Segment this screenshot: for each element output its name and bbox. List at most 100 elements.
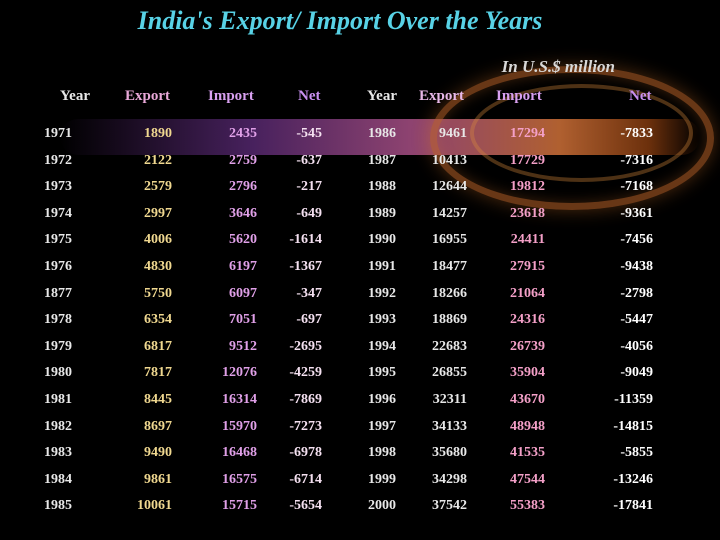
cell-import2: 47544 [510, 472, 545, 487]
cell-export: 9861 [144, 472, 172, 487]
cell-export2: 22683 [432, 339, 467, 354]
cell-net2: -9438 [620, 259, 653, 274]
cell-net: -347 [296, 286, 322, 301]
cell-export: 6817 [144, 339, 172, 354]
cell-year2: 1988 [368, 179, 396, 194]
cell-year: 1984 [44, 472, 72, 487]
cell-export: 9490 [144, 445, 172, 460]
cell-net: -1367 [289, 259, 322, 274]
cell-year2: 1989 [368, 206, 396, 221]
cell-import2: 17729 [510, 153, 545, 168]
cell-export2: 35680 [432, 445, 467, 460]
cell-export: 8697 [144, 419, 172, 434]
cell-import: 16314 [222, 392, 257, 407]
cell-year2: 1986 [368, 126, 396, 141]
cell-import: 15970 [222, 419, 257, 434]
cell-export: 4830 [144, 259, 172, 274]
cell-net: -5654 [289, 498, 322, 513]
cell-import2: 48948 [510, 419, 545, 434]
cell-import2: 21064 [510, 286, 545, 301]
cell-import: 12076 [222, 365, 257, 380]
cell-export2: 34133 [432, 419, 467, 434]
cell-year: 1983 [44, 445, 72, 460]
cell-import2: 43670 [510, 392, 545, 407]
cell-year2: 1996 [368, 392, 396, 407]
cell-net2: -5447 [620, 312, 653, 327]
cell-import2: 24411 [510, 232, 545, 247]
cell-net: -697 [296, 312, 322, 327]
cell-net2: -7456 [620, 232, 653, 247]
cell-net: -7273 [289, 419, 322, 434]
cell-export: 1890 [144, 126, 172, 141]
cell-export: 8445 [144, 392, 172, 407]
cell-year: 1972 [44, 153, 72, 168]
cell-import: 9512 [229, 339, 257, 354]
cell-import: 2435 [229, 126, 257, 141]
cell-net2: -17841 [613, 498, 653, 513]
cell-import: 15715 [222, 498, 257, 513]
cell-year: 1975 [44, 232, 72, 247]
cell-year: 1976 [44, 259, 72, 274]
cell-net: -545 [296, 126, 322, 141]
cell-export2: 12644 [432, 179, 467, 194]
cell-net: -7869 [289, 392, 322, 407]
cell-import: 3646 [229, 206, 257, 221]
cell-year: 1980 [44, 365, 72, 380]
cell-net: -6978 [289, 445, 322, 460]
highlight-ring [430, 66, 714, 210]
unit-note: In U.S.$ million [501, 57, 615, 76]
cell-export2: 37542 [432, 498, 467, 513]
cell-export2: 18266 [432, 286, 467, 301]
cell-import2: 23618 [510, 206, 545, 221]
cell-year2: 1999 [368, 472, 396, 487]
cell-year2: 1997 [368, 419, 396, 434]
cell-export2: 10413 [432, 153, 467, 168]
cell-export: 4006 [144, 232, 172, 247]
cell-year2: 1990 [368, 232, 396, 247]
cell-import: 2759 [229, 153, 257, 168]
cell-import: 5620 [229, 232, 257, 247]
cell-export2: 9461 [439, 126, 467, 141]
cell-import2: 55383 [510, 498, 545, 513]
cell-import2: 27915 [510, 259, 545, 274]
cell-net: -4259 [289, 365, 322, 380]
cell-import2: 19812 [510, 179, 545, 194]
cell-import: 16575 [222, 472, 257, 487]
header-export: Export [125, 88, 170, 104]
cell-export: 10061 [137, 498, 172, 513]
header-net: Net [298, 88, 321, 104]
cell-export2: 26855 [432, 365, 467, 380]
cell-net: -1614 [289, 232, 322, 247]
header-year2: Year [367, 88, 397, 104]
cell-year: 1979 [44, 339, 72, 354]
cell-export: 5750 [144, 286, 172, 301]
cell-export2: 18869 [432, 312, 467, 327]
cell-net: -217 [296, 179, 322, 194]
cell-net2: -9361 [620, 206, 653, 221]
cell-export: 6354 [144, 312, 172, 327]
cell-import: 6097 [229, 286, 257, 301]
cell-net2: -7168 [620, 179, 653, 194]
cell-net2: -4056 [620, 339, 653, 354]
cell-net2: -7833 [620, 126, 653, 141]
highlight-ring-inner [470, 84, 693, 182]
cell-import2: 35904 [510, 365, 545, 380]
cell-export2: 34298 [432, 472, 467, 487]
cell-net: -649 [296, 206, 322, 221]
cell-net2: -13246 [613, 472, 653, 487]
page-title: India's Export/ Import Over the Years [137, 6, 543, 35]
header-net2: Net [629, 88, 652, 104]
cell-net2: -11359 [614, 392, 653, 407]
cell-year: 1982 [44, 419, 72, 434]
cell-year2: 2000 [368, 498, 396, 513]
cell-net: -637 [296, 153, 322, 168]
cell-year: 1985 [44, 498, 72, 513]
header-import: Import [208, 88, 254, 104]
cell-net2: -9049 [620, 365, 653, 380]
cell-net: -6714 [289, 472, 322, 487]
cell-export: 2579 [144, 179, 172, 194]
cell-year: 1877 [44, 286, 72, 301]
cell-year: 1981 [44, 392, 72, 407]
cell-import: 16468 [222, 445, 257, 460]
cell-year2: 1998 [368, 445, 396, 460]
